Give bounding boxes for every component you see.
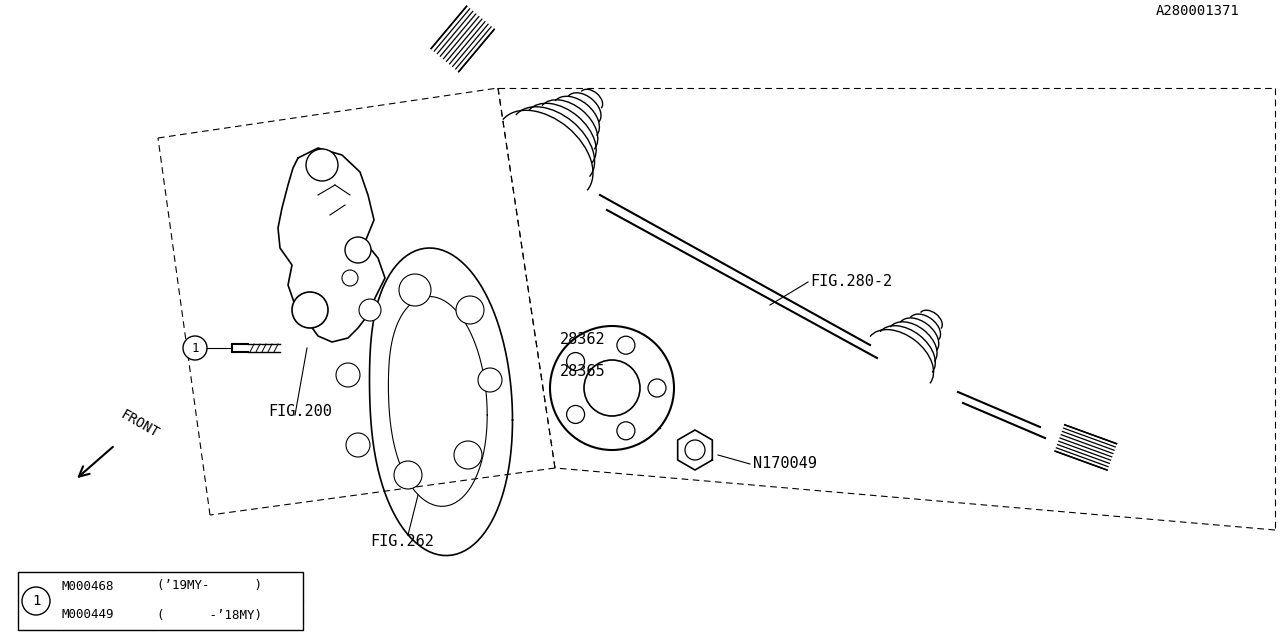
Text: 1: 1 <box>191 342 198 355</box>
Text: FIG.280-2: FIG.280-2 <box>810 275 892 289</box>
Circle shape <box>346 433 370 457</box>
Circle shape <box>399 274 431 306</box>
Circle shape <box>567 353 585 371</box>
Text: 28362: 28362 <box>561 333 605 348</box>
Circle shape <box>567 406 585 424</box>
Text: FIG.262: FIG.262 <box>370 534 434 550</box>
Text: (’19MY-      ): (’19MY- ) <box>157 579 262 593</box>
Text: M000449: M000449 <box>61 609 114 621</box>
Circle shape <box>456 296 484 324</box>
Circle shape <box>335 363 360 387</box>
Circle shape <box>346 237 371 263</box>
Circle shape <box>22 587 50 615</box>
Circle shape <box>306 149 338 181</box>
Text: (      -’18MY): ( -’18MY) <box>157 609 262 621</box>
Circle shape <box>477 368 502 392</box>
Text: 1: 1 <box>32 594 40 608</box>
Circle shape <box>183 336 207 360</box>
Text: A280001371: A280001371 <box>1156 4 1240 18</box>
Circle shape <box>617 336 635 354</box>
Bar <box>18 572 303 630</box>
Circle shape <box>292 292 328 328</box>
Circle shape <box>584 360 640 416</box>
Circle shape <box>550 326 675 450</box>
Circle shape <box>685 440 705 460</box>
Text: M000468: M000468 <box>61 579 114 593</box>
Circle shape <box>617 422 635 440</box>
Circle shape <box>454 441 483 469</box>
Text: 28365: 28365 <box>561 365 605 380</box>
Circle shape <box>358 299 381 321</box>
Circle shape <box>648 379 666 397</box>
Circle shape <box>342 270 358 286</box>
Circle shape <box>394 461 422 489</box>
Text: FRONT: FRONT <box>118 408 161 440</box>
Text: FIG.200: FIG.200 <box>268 404 332 419</box>
Text: N170049: N170049 <box>753 456 817 472</box>
